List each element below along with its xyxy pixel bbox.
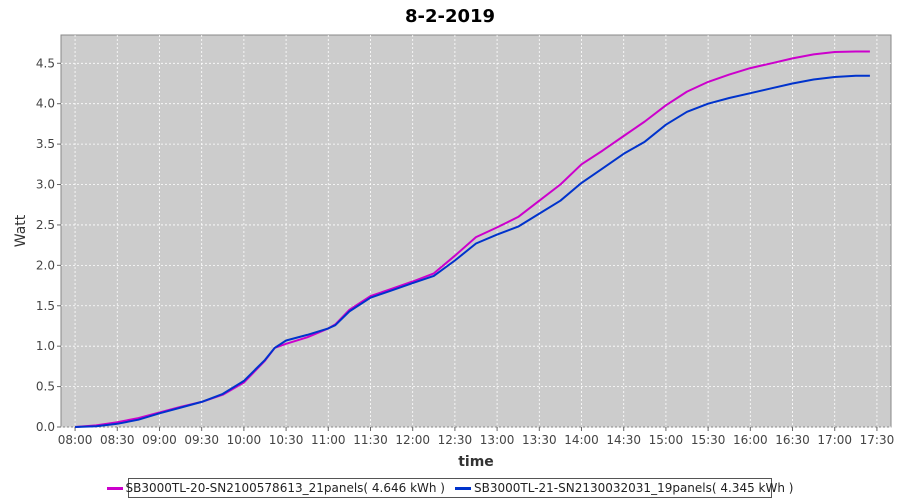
x-tick-label: 08:00 [58,433,93,447]
x-tick-label: 11:30 [353,433,388,447]
x-tick-label: 15:00 [649,433,684,447]
grid-lines [61,35,891,428]
y-tick-label: 3.5 [36,137,55,151]
legend: SB3000TL-20-SN2100578613_21panels( 4.646… [106,478,793,498]
y-tick-label: 4.5 [36,56,55,70]
x-tick-label: 17:30 [860,433,895,447]
x-tick-label: 08:30 [100,433,135,447]
legend-item-2: SB3000TL-21-SN2130032031_19panels( 4.345… [455,481,793,495]
x-axis-label: time [458,454,494,470]
x-tick-label: 16:00 [733,433,768,447]
y-tick-label: 3.0 [36,178,55,192]
x-tick-label: 13:30 [522,433,557,447]
legend-item-1: SB3000TL-20-SN2100578613_21panels( 4.646… [106,481,445,495]
x-tick-label: 17:00 [817,433,852,447]
x-tick-label: 16:30 [775,433,810,447]
axes: 0.0 0.5 1.0 1.5 2.0 2.5 3.0 3.5 4.0 4.5 08:00 08:30… [36,56,894,447]
x-tick-label: 10:30 [269,433,304,447]
x-tick-label: 10:00 [227,433,262,447]
chart-canvas: 8-2-2019 0.00.51.01.52.02.53.03.54.04.50… [13,6,894,470]
x-tick-label: 09:30 [184,433,219,447]
x-tick-label: 14:00 [564,433,599,447]
x-tick-label: 09:00 [142,433,177,447]
y-tick-label: 0.0 [36,420,55,434]
y-tick-label: 4.0 [36,97,55,111]
x-tick-label: 11:00 [311,433,346,447]
y-tick-label: 2.5 [36,218,55,232]
x-tick-label: 12:00 [395,433,430,447]
x-tick-label: 15:30 [691,433,726,447]
y-tick-label: 1.5 [36,299,55,313]
y-axis-label: Watt [13,214,29,247]
legend-label: SB3000TL-21-SN2130032031_19panels( 4.345… [474,481,794,495]
plot-area [60,34,892,428]
legend-swatch [455,486,471,490]
legend-label: SB3000TL-20-SN2100578613_21panels( 4.646… [125,481,445,495]
y-tick-label: 2.0 [36,258,55,272]
x-tick-label: 13:00 [480,433,515,447]
series-line-2 [75,74,870,428]
chart-title: 8-2-2019 [405,6,495,27]
series-lines [75,50,870,428]
y-tick-label: 1.0 [36,339,55,353]
legend-swatch [106,486,123,490]
x-tick-label: 12:30 [438,433,473,447]
x-tick-label: 14:30 [606,433,641,447]
y-tick-label: 0.5 [36,380,55,394]
